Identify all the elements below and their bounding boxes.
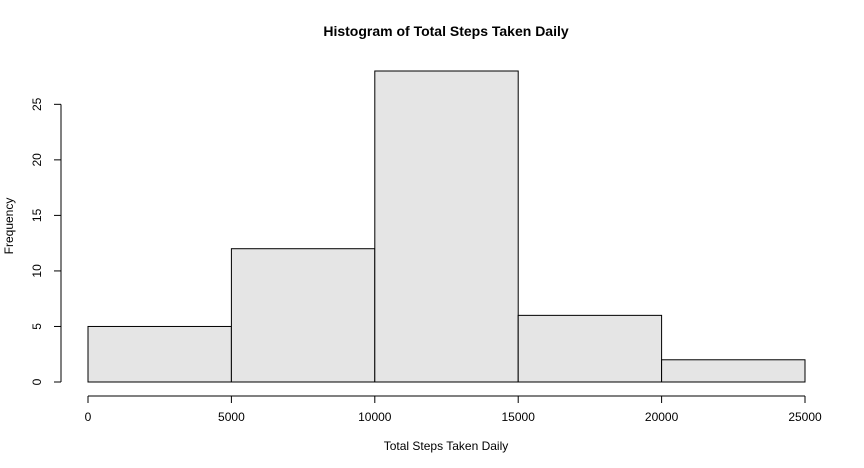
y-tick-label: 25 xyxy=(30,97,44,111)
y-tick-label: 5 xyxy=(30,323,44,330)
x-axis-label: Total Steps Taken Daily xyxy=(384,439,509,453)
histogram-bar-4 xyxy=(517,314,663,383)
histogram-bar-2 xyxy=(230,248,376,383)
y-axis-ticks: 0 5 10 15 20 25 xyxy=(30,97,61,385)
x-tick-label: 20000 xyxy=(645,410,679,424)
x-tick-label: 10000 xyxy=(358,410,392,424)
chart-title: Histogram of Total Steps Taken Daily xyxy=(323,23,569,39)
histogram-bar-3 xyxy=(374,70,519,383)
y-tick-label: 20 xyxy=(30,153,44,167)
y-tick-label: 0 xyxy=(30,378,44,385)
y-axis-label: Frequency xyxy=(2,198,16,255)
histogram-bar-5 xyxy=(661,359,806,383)
histogram-bar-1 xyxy=(87,325,232,383)
x-tick-label: 0 xyxy=(85,410,92,424)
bars-group xyxy=(87,70,806,383)
y-tick-label: 15 xyxy=(30,208,44,222)
y-tick-label: 10 xyxy=(30,264,44,278)
x-axis-ticks: 0 5000 10000 15000 20000 25000 xyxy=(85,396,822,424)
x-tick-label: 15000 xyxy=(502,410,536,424)
x-tick-label: 5000 xyxy=(218,410,245,424)
x-tick-label: 25000 xyxy=(788,410,822,424)
